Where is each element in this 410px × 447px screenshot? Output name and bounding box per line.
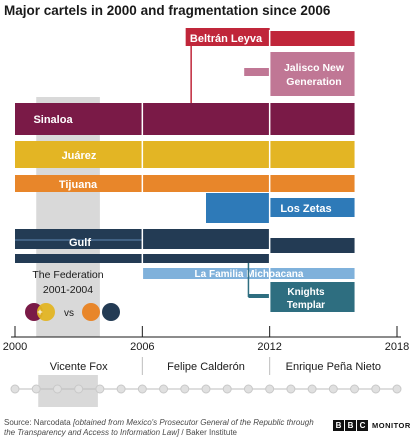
- bbc-letter-b1: B: [333, 420, 344, 431]
- federation-period-shade: [36, 97, 100, 337]
- president-label-1: Felipe Calderón: [167, 361, 245, 373]
- templar-label-line1: Knights: [287, 287, 325, 298]
- timeline-dot-2004: [95, 384, 105, 394]
- federation-label-line1: The Federation: [32, 269, 103, 281]
- timeline-dot-2002: [52, 384, 62, 394]
- timeline-dot-2003: [74, 384, 84, 394]
- timeline-dot-2014: [307, 384, 317, 394]
- jalisco-bar: [269, 52, 355, 96]
- federation-timeline-shade: [38, 375, 98, 407]
- x-tick-label-2000: 2000: [3, 341, 27, 353]
- juarez-bar: [15, 141, 355, 168]
- x-tick-label-2006: 2006: [130, 341, 154, 353]
- timeline-dot-2008: [180, 384, 190, 394]
- bbc-monitoring-logo: B B C MONITORING: [333, 420, 410, 431]
- timeline-dot-2012: [265, 384, 275, 394]
- timeline-dot-2013: [286, 384, 296, 394]
- federation-tijuana-circle: [82, 303, 100, 321]
- timeline-dot-2000: [10, 384, 20, 394]
- timeline-dot-2011: [243, 384, 253, 394]
- timeline-dot-2015: [328, 384, 338, 394]
- timeline-dot-2005: [116, 384, 126, 394]
- beltran-stem: [185, 28, 270, 46]
- jalisco-label-line2: Generation: [286, 76, 341, 88]
- tijuana-label: Tijuana: [59, 179, 98, 191]
- gulf-label: Gulf: [69, 237, 91, 249]
- source-prefix: Source: Narcodata: [4, 418, 73, 427]
- juarez-label: Juárez: [62, 150, 97, 162]
- timeline-dot-2006: [137, 384, 147, 394]
- templar-connector-bar: [248, 294, 270, 298]
- x-tick-label-2018: 2018: [385, 341, 409, 353]
- gulf-bar-continuation: [269, 238, 355, 253]
- zetas-bar: [269, 198, 355, 217]
- federation-juarez-circle: [37, 303, 55, 321]
- timeline-dot-2018: [392, 384, 402, 394]
- bbc-letter-b2: B: [345, 420, 356, 431]
- timeline-dot-2016: [350, 384, 360, 394]
- sinaloa-label: Sinaloa: [33, 114, 73, 126]
- source-suffix: / Baker Institute: [179, 428, 238, 437]
- federation-vs-text: vs: [64, 308, 74, 319]
- president-label-0: Vicente Fox: [50, 361, 108, 373]
- familia-label: La Familia Michoacana: [195, 269, 304, 280]
- timeline-dot-2010: [222, 384, 232, 394]
- sinaloa-bar: [15, 103, 355, 135]
- zetas-stem: [206, 193, 270, 223]
- jalisco-stem: [244, 68, 270, 76]
- federation-gulf-circle: [102, 303, 120, 321]
- timeline-dot-2001: [31, 384, 41, 394]
- templar-label-line2: Templar: [287, 300, 325, 311]
- source-detail: [obtained from Mexico's Prosecutor Gener…: [4, 418, 314, 437]
- zetas-label: Los Zetas: [280, 203, 331, 215]
- federation-plus-sign: +: [37, 307, 42, 317]
- beltran-label: Beltrán Leyva: [190, 33, 263, 45]
- bbc-monitoring-text: MONITORING: [372, 421, 410, 430]
- timeline-dot-2017: [371, 384, 381, 394]
- templar-bar: [269, 282, 355, 312]
- timeline-dot-2009: [201, 384, 211, 394]
- source-note: Source: Narcodata [obtained from Mexico'…: [4, 418, 322, 438]
- x-tick-label-2012: 2012: [257, 341, 281, 353]
- bbc-letter-c: C: [357, 420, 368, 431]
- cartel-timeline-chart: Sinaloa Juárez Tijuana Gulf Los Zetas La Fami…: [3, 28, 409, 407]
- timeline-dot-2007: [159, 384, 169, 394]
- president-label-2: Enrique Peña Nieto: [286, 361, 381, 373]
- jalisco-label-line1: Jalisco New: [284, 62, 345, 74]
- chart-title: Major cartels in 2000 and fragmentation …: [4, 3, 331, 18]
- federation-label-line2: 2001-2004: [43, 284, 93, 296]
- beltran-bar: [269, 31, 355, 46]
